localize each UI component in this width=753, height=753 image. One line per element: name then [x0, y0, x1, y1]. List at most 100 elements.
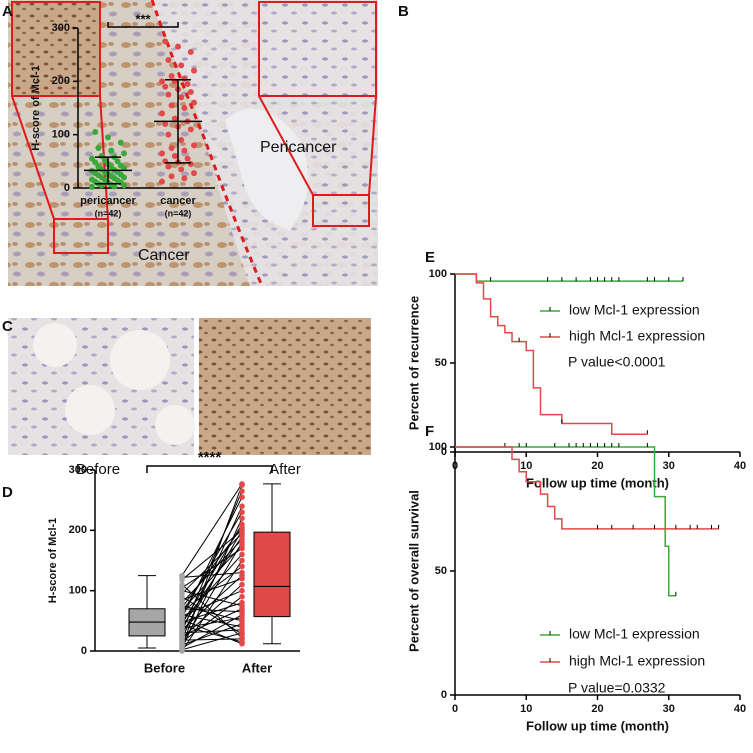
dot [184, 155, 191, 162]
micrograph-a: Cancer Pericancer [8, 0, 378, 287]
dot [89, 176, 95, 183]
dot [162, 83, 169, 90]
x-tick-label: Before [144, 660, 185, 675]
dot [239, 618, 245, 624]
legend-label: low Mcl-1 expression [569, 302, 700, 318]
dot [191, 170, 197, 177]
x-tick-sublabel: (n=42) [165, 208, 192, 218]
dot [89, 155, 95, 162]
pair-line [181, 596, 243, 643]
y-tick-label: 200 [52, 75, 70, 87]
dot [105, 134, 111, 141]
pair-line [181, 602, 243, 623]
pair-line [181, 483, 243, 576]
annotation: P value=0.0332 [568, 680, 666, 696]
dot [239, 581, 245, 588]
panel-label: F [425, 423, 434, 440]
dot [187, 89, 194, 95]
pair-line [181, 619, 243, 645]
survival-curve [455, 446, 676, 597]
dot [95, 163, 102, 170]
x-axis-label: Follow up time (month) [526, 718, 669, 733]
dot [114, 158, 121, 165]
pair-line [181, 596, 243, 635]
dot [181, 175, 188, 182]
pair-line [181, 539, 243, 604]
y-tick-label: 0 [81, 645, 87, 657]
image-label: After [269, 461, 301, 478]
dot [239, 536, 245, 543]
pair-line [181, 496, 243, 619]
dot [239, 569, 245, 576]
x-tick-label: 30 [663, 703, 675, 715]
dot [239, 575, 245, 582]
pair-line [181, 584, 243, 639]
dot [178, 94, 185, 101]
y-tick-label: 0 [441, 689, 447, 701]
y-tick-label: 100 [52, 129, 70, 141]
dot [165, 131, 172, 138]
x-tick-sublabel: (n=42) [95, 208, 122, 218]
panel-label: A [2, 3, 13, 20]
legend-label: high Mcl-1 expression [569, 653, 705, 669]
dot [239, 494, 245, 500]
y-tick-label: 100 [69, 585, 87, 597]
dot [239, 488, 245, 494]
x-tick-label: 40 [734, 703, 746, 715]
dot [184, 81, 191, 87]
x-tick-label: 20 [591, 460, 603, 472]
significance: **** [198, 449, 222, 466]
pair-line [181, 578, 243, 601]
dot [159, 110, 165, 117]
y-tick-label: 50 [435, 357, 447, 369]
dot [98, 153, 105, 159]
dot [178, 62, 185, 69]
box [253, 531, 291, 618]
dot [239, 545, 245, 552]
y-tick-label: 200 [69, 524, 87, 536]
y-axis-label: H-score of Mcl-1 [30, 65, 42, 151]
pair-line [181, 608, 243, 613]
dot [239, 587, 245, 594]
pair-line [181, 632, 243, 651]
dot [179, 581, 185, 588]
dot [181, 147, 188, 154]
panel-label: D [2, 484, 13, 501]
x-tick-label: 20 [591, 703, 603, 715]
x-tick-label: pericancer [80, 195, 136, 207]
y-axis-label: Percent of recurrence [406, 296, 421, 430]
dot [89, 183, 95, 190]
panel-label: B [398, 3, 409, 20]
x-tick-label: 30 [663, 460, 675, 472]
y-tick-label: 300 [52, 22, 70, 34]
dot [239, 481, 245, 487]
dot [171, 115, 178, 122]
survival-curve [455, 273, 648, 435]
dot [187, 161, 194, 167]
y-tick-label: 0 [441, 446, 447, 458]
pair-line [181, 545, 243, 611]
dot [239, 557, 245, 564]
pair-line [181, 529, 243, 581]
dot [239, 563, 245, 570]
dot [171, 153, 178, 159]
dot [191, 99, 197, 106]
annotation: P value<0.0001 [568, 354, 666, 370]
y-tick-label: 100 [429, 268, 447, 280]
dot [162, 121, 169, 127]
dot [117, 139, 124, 146]
pair-line [181, 608, 243, 637]
dot [92, 129, 99, 135]
y-axis-label: Percent of overall survival [406, 490, 421, 652]
pair-line [181, 554, 243, 622]
dot [239, 602, 245, 609]
pair-line [181, 614, 243, 628]
dot [239, 509, 245, 516]
significance-bracket [146, 465, 273, 473]
pair-line [181, 527, 243, 608]
dot [101, 157, 108, 164]
dot [95, 145, 102, 151]
dot [187, 49, 194, 55]
x-tick-label: After [242, 660, 272, 675]
